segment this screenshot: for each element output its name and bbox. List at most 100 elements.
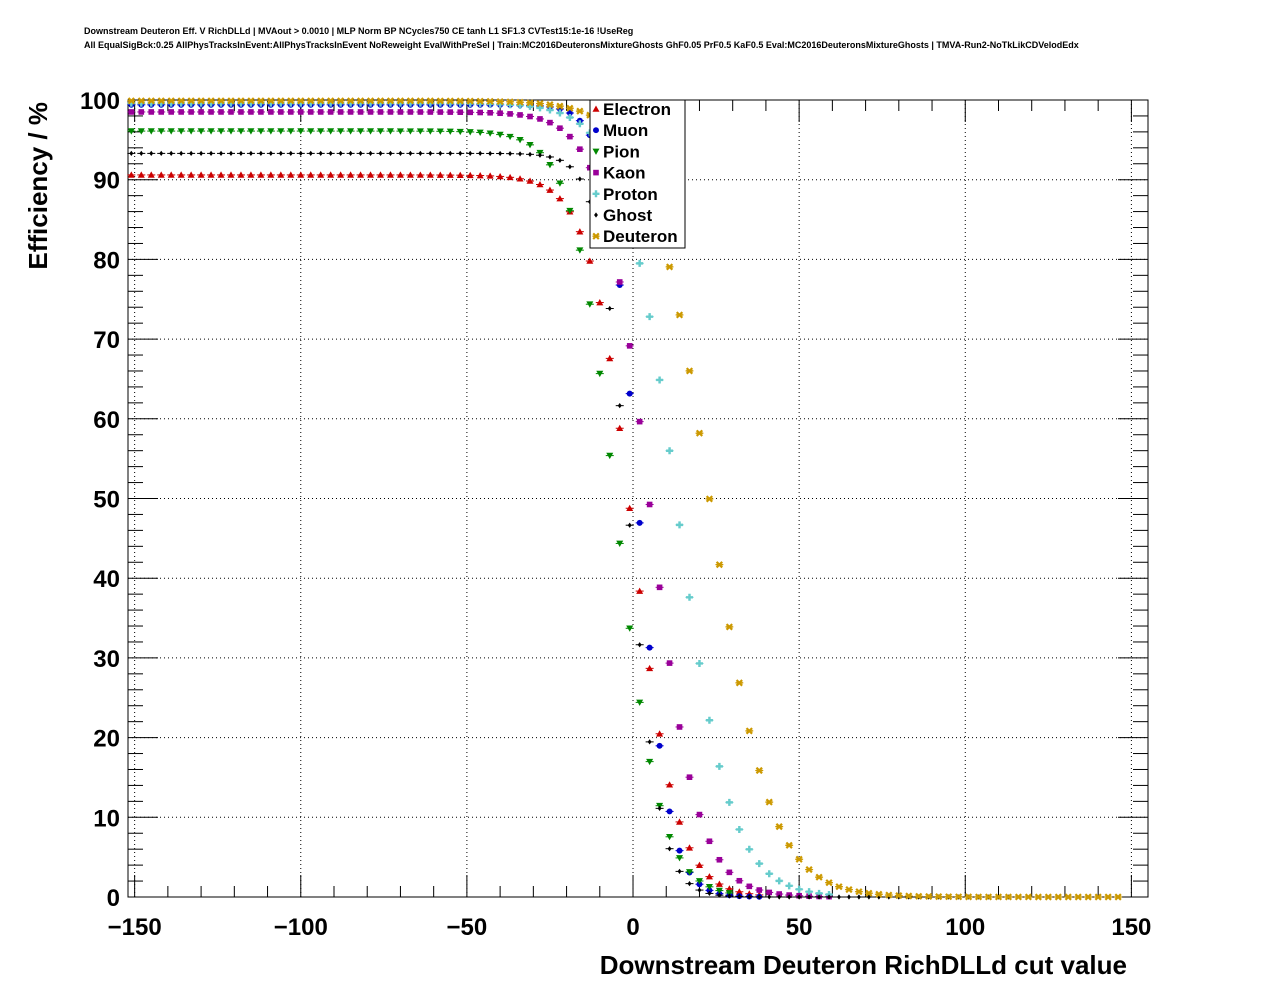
data-point <box>685 844 693 851</box>
data-point <box>406 97 414 105</box>
data-point <box>705 873 713 880</box>
y-tick-label: 30 <box>93 646 120 673</box>
data-point <box>1044 893 1052 901</box>
data-point <box>656 584 663 591</box>
data-point <box>347 97 355 105</box>
data-point <box>636 587 644 594</box>
data-point <box>865 889 873 897</box>
data-point <box>496 97 504 106</box>
data-point <box>1104 893 1112 901</box>
y-tick-label: 90 <box>93 168 120 195</box>
data-point <box>508 151 513 157</box>
data-point <box>447 109 454 115</box>
data-point <box>715 561 723 569</box>
data-point <box>617 403 622 409</box>
legend-label: Kaon <box>603 164 646 183</box>
legend-label: Pion <box>603 142 640 161</box>
data-point <box>637 642 642 648</box>
data-point <box>417 109 424 115</box>
series-pion <box>127 128 734 897</box>
data-point <box>187 171 195 178</box>
data-point <box>656 742 663 749</box>
data-point <box>128 109 135 115</box>
data-point <box>536 181 544 188</box>
data-point <box>297 128 305 135</box>
data-point <box>219 150 223 157</box>
data-point <box>209 150 213 157</box>
data-point <box>677 868 682 875</box>
data-point <box>667 846 672 852</box>
data-point <box>398 150 403 157</box>
data-point <box>767 894 772 900</box>
data-point <box>847 894 851 900</box>
data-point <box>715 880 723 887</box>
data-point <box>685 367 694 375</box>
data-point <box>407 109 414 115</box>
data-point <box>468 150 473 157</box>
data-point <box>377 128 385 135</box>
data-point <box>139 150 144 157</box>
data-point <box>955 893 963 901</box>
data-point <box>935 893 943 901</box>
data-point <box>586 301 594 308</box>
data-point <box>138 109 145 115</box>
data-point <box>577 176 582 182</box>
legend-marker <box>592 148 600 155</box>
y-tick-label: 20 <box>93 726 120 753</box>
legend-label: Ghost <box>603 206 652 225</box>
data-point <box>207 171 215 178</box>
data-point <box>915 892 923 900</box>
data-point <box>426 171 434 178</box>
data-point <box>127 128 135 135</box>
data-point <box>446 99 454 107</box>
data-point <box>238 109 244 115</box>
data-point <box>706 838 713 845</box>
data-point <box>438 150 443 157</box>
data-point <box>1054 893 1062 901</box>
data-point <box>777 894 782 900</box>
data-point <box>516 137 524 144</box>
data-point <box>646 758 654 766</box>
data-point <box>446 171 454 178</box>
data-point <box>776 891 783 897</box>
data-point <box>366 97 375 105</box>
data-point <box>695 861 703 868</box>
data-point <box>1074 893 1082 901</box>
data-point <box>607 305 612 312</box>
data-point <box>548 154 552 160</box>
data-point <box>406 128 414 135</box>
data-point <box>257 171 265 178</box>
data-point <box>426 128 434 135</box>
data-point <box>735 888 743 895</box>
data-point <box>725 885 733 892</box>
data-point <box>436 99 444 107</box>
data-point <box>357 99 365 107</box>
data-point <box>167 97 175 105</box>
data-point <box>157 97 165 105</box>
data-point <box>747 894 752 900</box>
data-point <box>347 99 355 107</box>
data-point <box>416 99 424 107</box>
data-point <box>716 856 723 863</box>
data-point <box>717 892 722 898</box>
data-point <box>486 172 494 179</box>
data-point <box>257 99 265 107</box>
data-point <box>278 109 284 115</box>
data-point <box>307 128 315 135</box>
data-point <box>685 593 693 601</box>
x-tick-label: 100 <box>945 914 985 941</box>
data-point <box>556 195 564 202</box>
data-point <box>177 97 185 105</box>
data-point <box>367 128 375 135</box>
data-point <box>197 171 205 178</box>
data-point <box>506 133 514 141</box>
data-point <box>676 521 684 529</box>
data-point <box>218 109 224 115</box>
data-point <box>845 886 853 894</box>
data-point <box>466 171 474 179</box>
data-point <box>636 259 644 267</box>
data-point <box>247 97 255 105</box>
data-point <box>636 699 644 706</box>
legend-box <box>589 99 686 249</box>
data-point <box>576 228 584 235</box>
